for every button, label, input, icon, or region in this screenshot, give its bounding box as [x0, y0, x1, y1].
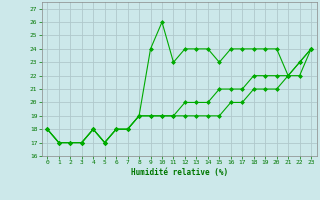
X-axis label: Humidité relative (%): Humidité relative (%) [131, 168, 228, 177]
